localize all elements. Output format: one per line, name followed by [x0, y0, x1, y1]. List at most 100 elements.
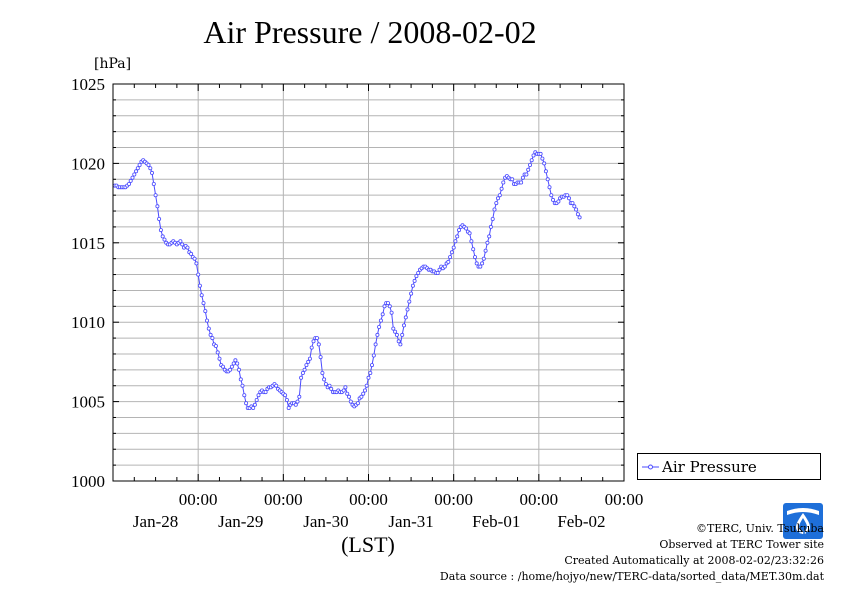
data-point	[391, 326, 396, 331]
y-axis-unit: [hPa]	[94, 56, 132, 72]
data-point	[416, 270, 421, 275]
data-point	[488, 224, 493, 229]
data-point	[398, 342, 403, 347]
data-point	[233, 358, 238, 363]
data-point	[146, 162, 151, 167]
x-axis-title: (LST)	[341, 532, 395, 557]
data-point	[542, 161, 547, 166]
data-point	[185, 245, 190, 250]
data-point	[414, 274, 419, 279]
data-point	[263, 390, 268, 395]
data-point	[510, 177, 515, 182]
data-point	[228, 367, 233, 372]
data-point	[551, 197, 556, 202]
data-point	[556, 199, 561, 204]
y-tick-label: 1020	[71, 154, 105, 173]
data-point	[394, 332, 399, 337]
data-point	[299, 375, 304, 380]
data-point	[297, 394, 302, 399]
x-tick-time-label: 00:00	[434, 490, 473, 509]
series-air-pressure	[112, 150, 582, 410]
data-point	[137, 162, 142, 167]
data-point	[318, 355, 323, 360]
data-point	[178, 239, 183, 244]
data-point	[348, 399, 353, 404]
data-point	[446, 259, 451, 264]
data-point	[242, 393, 247, 398]
data-point	[524, 172, 529, 177]
axes: 10001005101010151020102500:00Jan-2800:00…	[71, 75, 643, 531]
data-point	[449, 250, 454, 255]
data-point	[189, 251, 194, 256]
data-point	[192, 256, 197, 261]
data-point	[574, 207, 579, 212]
data-point	[251, 405, 256, 410]
data-point	[467, 231, 472, 236]
data-point	[148, 166, 153, 171]
data-point	[364, 383, 369, 388]
data-point	[494, 201, 499, 206]
data-point	[132, 172, 137, 177]
data-point	[316, 342, 321, 347]
data-point	[378, 318, 383, 323]
data-point	[153, 193, 158, 198]
data-point	[469, 239, 474, 244]
data-point	[472, 255, 477, 260]
data-point	[160, 234, 165, 239]
data-point	[545, 177, 550, 182]
data-point	[203, 309, 208, 314]
data-point	[487, 234, 492, 239]
legend: Air Pressure	[637, 453, 821, 480]
data-point	[361, 391, 366, 396]
data-point	[306, 359, 311, 364]
data-point	[437, 267, 442, 272]
data-point	[385, 301, 390, 306]
x-tick-time-label: 00:00	[179, 490, 218, 509]
credits: ©TERC, Univ. Tsukuba Observed at TERC To…	[440, 521, 824, 585]
data-point	[549, 193, 554, 198]
data-point	[366, 375, 371, 380]
data-point	[355, 401, 360, 406]
data-point	[369, 363, 374, 368]
x-tick-date-label: Jan-28	[133, 512, 178, 531]
data-point	[323, 382, 328, 387]
data-point	[547, 185, 552, 190]
data-point	[343, 385, 348, 390]
data-point	[362, 388, 367, 393]
data-point	[543, 169, 548, 174]
data-point	[256, 393, 261, 398]
data-point	[229, 364, 234, 369]
data-point	[236, 367, 241, 372]
y-tick-label: 1010	[71, 313, 105, 332]
data-point	[213, 343, 218, 348]
data-point	[135, 166, 140, 171]
data-point	[320, 370, 325, 375]
data-point	[497, 193, 502, 198]
data-point	[254, 397, 259, 402]
data-point	[127, 181, 132, 186]
data-point	[346, 394, 351, 399]
data-point	[567, 196, 572, 201]
data-point	[528, 162, 533, 167]
data-point	[451, 245, 456, 250]
data-point	[162, 237, 167, 242]
data-point	[210, 336, 215, 341]
data-point	[134, 169, 139, 174]
legend-label: Air Pressure	[662, 458, 757, 476]
data-point	[293, 402, 298, 407]
data-point	[382, 304, 387, 309]
data-point	[387, 304, 392, 309]
x-tick-date-label: Jan-31	[388, 512, 433, 531]
data-point	[495, 196, 500, 201]
data-point	[252, 402, 257, 407]
data-point	[311, 339, 316, 344]
data-point	[393, 329, 398, 334]
data-point	[180, 242, 185, 247]
data-point	[194, 261, 199, 266]
data-point	[435, 270, 440, 275]
data-point	[377, 324, 382, 329]
data-point	[149, 170, 154, 175]
credit-created: Created Automatically at 2008-02-02/23:3…	[564, 554, 824, 567]
data-point	[520, 175, 525, 180]
